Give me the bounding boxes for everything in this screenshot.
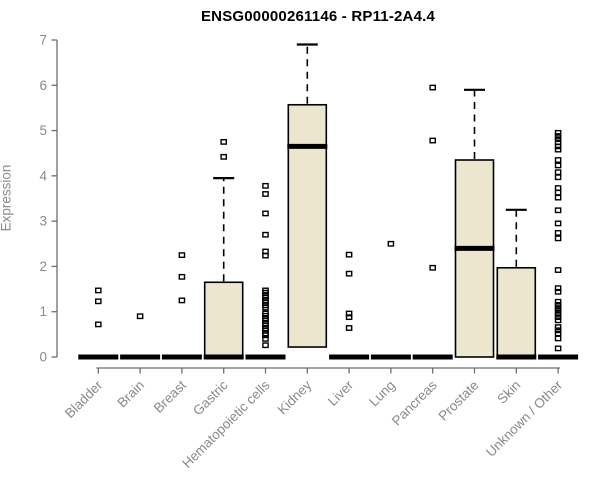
box-plot-brain (120, 313, 161, 360)
outlier-point (94, 298, 102, 305)
outlier-point (345, 314, 353, 321)
box-plot-prostate (454, 88, 495, 358)
outlier-point (554, 185, 562, 191)
box-rect (454, 159, 495, 358)
outlier-point (554, 235, 562, 242)
outlier-point (554, 162, 562, 169)
outlier-point (554, 157, 562, 163)
outlier-point (554, 330, 562, 337)
x-axis-category-label-unknown-other: Unknown / Other (483, 377, 566, 460)
outlier-point (554, 285, 562, 292)
outlier-point (262, 210, 269, 217)
outlier-point (554, 169, 562, 176)
outlier-point (429, 264, 437, 271)
box-plot-liver (329, 251, 370, 360)
box-plot-unknown-other (538, 129, 579, 360)
box-plot-pancreas (412, 84, 453, 360)
outlier-point (262, 332, 269, 339)
outlier-point (220, 153, 228, 160)
outlier-point (262, 304, 269, 311)
box-plot-hematopoietic-cells (245, 182, 286, 360)
outlier-point (136, 313, 144, 320)
x-axis-category-label-kidney: Kidney (275, 377, 315, 417)
y-tick-label: 5 (39, 123, 47, 138)
y-tick-label: 4 (39, 168, 47, 183)
y-tick-label: 0 (39, 350, 47, 365)
box-rect (287, 103, 328, 348)
outlier-point (262, 231, 269, 238)
outlier-point (554, 314, 562, 321)
outlier-point (94, 287, 102, 294)
outlier-point (554, 317, 562, 324)
outlier-point (554, 136, 562, 143)
box-rect (496, 266, 537, 358)
outlier-point (345, 310, 353, 317)
outlier-point (262, 191, 269, 197)
y-axis: 0 1 2 3 4 5 6 7 (39, 33, 58, 365)
x-axis-category-label-pancreas: Pancreas (389, 377, 440, 428)
outlier-point (554, 146, 562, 153)
box-plot-skin (496, 208, 537, 360)
outlier-point (345, 325, 353, 331)
outlier-point (554, 298, 562, 305)
x-axis-category-label-lung: Lung (366, 378, 398, 410)
y-tick-label: 3 (39, 214, 47, 229)
outlier-point (345, 251, 353, 258)
outlier-point (429, 84, 437, 91)
outlier-point (262, 342, 269, 349)
outlier-point (554, 307, 562, 314)
outlier-point (262, 182, 269, 189)
outlier-point (554, 189, 562, 196)
x-axis-category-label-prostate: Prostate (435, 378, 481, 424)
y-tick-label: 6 (39, 78, 47, 93)
x-axis-category-label-skin: Skin (494, 378, 523, 407)
outlier-point (554, 267, 562, 273)
box-plot-gastric (203, 138, 244, 360)
outlier-point (262, 335, 269, 342)
x-axis-category-label-liver: Liver (325, 377, 357, 409)
box-plot-lung (370, 240, 411, 360)
outlier-point (554, 311, 562, 317)
outlier-point (554, 327, 562, 334)
outlier-point (554, 133, 562, 139)
outlier-point (178, 297, 186, 304)
outlier-point (262, 252, 269, 259)
y-tick-label: 1 (39, 304, 47, 319)
x-axis-category-label-gastric: Gastric (190, 377, 231, 418)
y-tick-label: 2 (39, 259, 47, 274)
outlier-point (554, 288, 562, 295)
outlier-point (387, 240, 395, 247)
outlier-point (554, 324, 562, 331)
box-plot-bladder (78, 287, 119, 360)
outlier-point (220, 138, 228, 145)
x-axis-category-label-bladder: Bladder (62, 377, 106, 421)
outlier-point (554, 143, 562, 150)
box-plot-kidney (287, 43, 328, 348)
outlier-point (554, 302, 562, 308)
x-axis-category-label-breast: Breast (151, 377, 189, 415)
box-rect (203, 281, 244, 358)
outlier-point (554, 129, 562, 136)
outlier-point (178, 252, 186, 259)
outlier-point (554, 230, 562, 236)
y-axis-label: Expression (0, 164, 14, 232)
outlier-point (554, 194, 562, 201)
chart-title: ENSG00000261146 - RP11-2A4.4 (200, 8, 436, 25)
box-plot-breast (161, 252, 202, 360)
outlier-point (94, 321, 102, 328)
outlier-point (345, 270, 353, 277)
outlier-point (429, 137, 437, 144)
outlier-point (554, 220, 562, 227)
outlier-point (554, 207, 562, 214)
outlier-point (554, 174, 562, 181)
outlier-point (554, 335, 562, 342)
outlier-point (554, 345, 562, 352)
x-axis-category-label-brain: Brain (114, 378, 147, 411)
outlier-point (178, 273, 186, 280)
y-tick-label: 7 (39, 33, 47, 48)
